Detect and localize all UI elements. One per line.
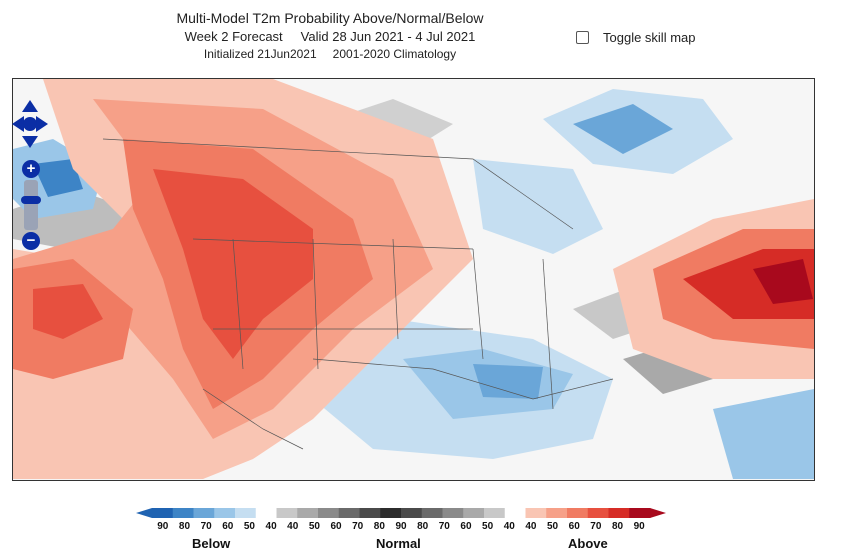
- legend-swatch: [546, 508, 568, 518]
- legend-tick-label: 40: [503, 521, 515, 532]
- legend-swatch: [587, 508, 609, 518]
- legend-swatch: [235, 508, 257, 518]
- legend-tick-label: 70: [590, 521, 602, 532]
- legend-below-label: Below: [192, 536, 231, 551]
- legend-swatch: [567, 508, 589, 518]
- legend-tick-label: 40: [287, 521, 299, 532]
- legend-swatch: [214, 508, 236, 518]
- legend-swatch: [276, 508, 298, 518]
- legend-swatch: [442, 508, 464, 518]
- state-boundaries: [102, 138, 614, 450]
- legend-swatch: [338, 508, 360, 518]
- legend-tick-label: 60: [222, 521, 234, 532]
- legend-swatch: [318, 508, 340, 518]
- above-regions: [13, 79, 814, 479]
- legend-tick-label: 90: [157, 521, 169, 532]
- legend-above-arrow: [650, 508, 666, 518]
- legend-swatch: [152, 508, 174, 518]
- title-line-2: Week 2 Forecast Valid 28 Jun 2021 - 4 Jul…: [100, 29, 560, 44]
- legend-tick-label: 90: [395, 521, 407, 532]
- map-title: Multi-Model T2m Probability Above/Normal…: [100, 8, 560, 61]
- legend-normal-label: Normal: [376, 536, 421, 551]
- legend-tick-label: 60: [330, 521, 342, 532]
- map-navigation: + −: [12, 100, 52, 260]
- legend-tick-label: 40: [265, 521, 277, 532]
- probability-legend: 90 80 70 60 50 40 40 50 60 70 80 90 80 70 60 50 40 40 50 60…: [136, 504, 666, 552]
- legend-ticks: 90 80 70 60 50 40 40 50 60 70 80 90 80 70 60 50 40 40 50 60…: [152, 521, 654, 535]
- pan-control[interactable]: [12, 100, 48, 148]
- zoom-out-button[interactable]: −: [22, 232, 40, 250]
- legend-swatch: [525, 508, 547, 518]
- legend-swatch: [359, 508, 381, 518]
- legend-tick-label: 60: [460, 521, 472, 532]
- legend-swatch: [463, 508, 485, 518]
- toggle-skill-map-checkbox[interactable]: [576, 31, 589, 44]
- legend-tick-label: 80: [611, 521, 624, 532]
- legend-swatch: [421, 508, 443, 518]
- forecast-period-label: Week 2 Forecast: [184, 29, 283, 44]
- legend-tick-label: 70: [200, 521, 212, 532]
- zoom-in-button[interactable]: +: [22, 160, 40, 178]
- valid-dates-label: Valid 28 Jun 2021 - 4 Jul 2021: [300, 29, 476, 44]
- legend-tick-label: 50: [482, 521, 494, 532]
- legend-swatch: [484, 508, 506, 518]
- legend-swatch: [193, 508, 215, 518]
- legend-tick-label: 80: [178, 521, 191, 532]
- climatology-label: 2001-2020 Climatology: [332, 47, 457, 61]
- title-line-1: Multi-Model T2m Probability Above/Normal…: [176, 10, 484, 26]
- zoom-slider-handle[interactable]: [21, 196, 41, 204]
- legend-swatch: [380, 508, 402, 518]
- legend-colorbar: [136, 508, 666, 518]
- title-line-3: Initialized 21Jun2021 2001-2020 Climatolo…: [100, 47, 560, 61]
- legend-tick-label: 50: [308, 521, 320, 532]
- probability-map[interactable]: [12, 78, 815, 481]
- toggle-skill-map[interactable]: Toggle skill map: [576, 30, 696, 45]
- legend-tick-label: 90: [633, 521, 645, 532]
- legend-below-arrow: [136, 508, 152, 518]
- zoom-slider-track[interactable]: [24, 180, 38, 230]
- legend-above-label: Above: [568, 536, 608, 551]
- toggle-skill-map-label: Toggle skill map: [603, 30, 696, 45]
- legend-tick-label: 60: [568, 521, 580, 532]
- legend-swatch: [629, 508, 651, 518]
- legend-tick-label: 80: [373, 521, 385, 532]
- legend-tick-label: 80: [417, 521, 429, 532]
- legend-swatch: [608, 508, 630, 518]
- legend-swatch: [172, 508, 194, 518]
- legend-swatch: [504, 508, 526, 518]
- legend-tick-label: 40: [525, 521, 537, 532]
- legend-tick-label: 50: [243, 521, 255, 532]
- legend-tick-label: 70: [438, 521, 450, 532]
- map-canvas[interactable]: [13, 79, 814, 480]
- legend-swatch: [297, 508, 319, 518]
- legend-swatch: [401, 508, 423, 518]
- below-regions: [13, 89, 814, 479]
- legend-tick-label: 70: [352, 521, 364, 532]
- legend-swatch: [255, 508, 277, 518]
- legend-tick-label: 50: [547, 521, 559, 532]
- initialized-label: Initialized 21Jun2021: [203, 47, 317, 61]
